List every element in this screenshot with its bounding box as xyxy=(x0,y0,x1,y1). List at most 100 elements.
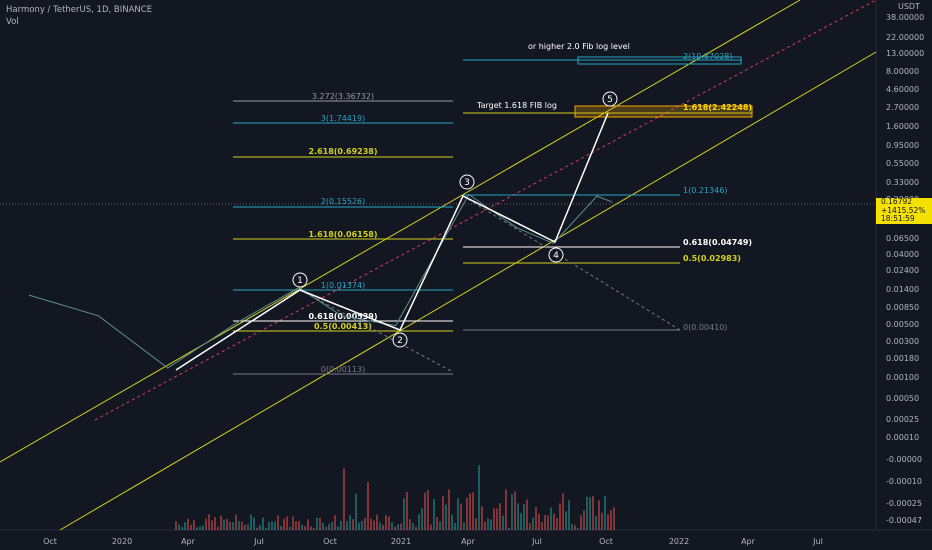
volume-bar xyxy=(544,514,546,530)
volume-bar xyxy=(376,514,378,530)
volume-bars-group xyxy=(175,465,615,530)
volume-bar xyxy=(460,503,462,530)
volume-bar xyxy=(583,510,585,530)
time-axis[interactable]: Oct 2020 Apr Jul Oct 2021 Apr Jul Oct 2022 Apr Jul xyxy=(43,537,823,546)
volume-bar xyxy=(283,518,285,530)
volume-bar xyxy=(607,514,609,530)
volume-bar xyxy=(274,521,276,530)
fib-label-1618: 1.618(0.06158) xyxy=(308,230,377,239)
volume-bar xyxy=(382,524,384,530)
price-axis[interactable]: 38.00000 22.00000 13.00000 8.00000 4.60000 2.… xyxy=(886,13,924,382)
volume-bar xyxy=(379,522,381,530)
volume-bar xyxy=(280,525,282,530)
volume-bar xyxy=(340,521,342,530)
volume-bar xyxy=(373,520,375,530)
volume-bar xyxy=(490,519,492,530)
volume-bar xyxy=(307,519,309,530)
fib-label-3: 3(1.74419) xyxy=(321,114,365,123)
volume-bar xyxy=(586,496,588,530)
volume-bar xyxy=(505,489,507,530)
wave-label-circle[interactable] xyxy=(548,247,564,263)
channel-mid-dashed-line[interactable] xyxy=(94,0,877,421)
elliott-wave-group[interactable]: 1 2 3 4 5 xyxy=(175,91,618,371)
wave-label-circle[interactable] xyxy=(602,91,618,107)
fib4-label-1618: 1.618(2.42248) xyxy=(683,103,752,112)
volume-bar xyxy=(238,521,240,530)
volume-bar xyxy=(346,521,348,530)
volume-bar xyxy=(499,503,501,530)
vol-label: Vol xyxy=(6,17,19,27)
wave-label-circle[interactable] xyxy=(292,272,308,288)
target-1618-box[interactable] xyxy=(574,105,753,118)
target-2-box[interactable] xyxy=(577,56,742,65)
time-tick-label: Apr xyxy=(741,537,756,546)
volume-bar xyxy=(442,496,444,530)
volume-bar xyxy=(322,522,324,530)
price-tick-label: 38.00000 xyxy=(886,13,924,22)
price-tick-label: 4.60000 xyxy=(886,85,919,94)
volume-bar xyxy=(550,507,552,530)
volume-bar xyxy=(457,498,459,530)
fib2-label-05: 0.5(0.00413) xyxy=(314,322,372,331)
wave-path[interactable] xyxy=(175,112,609,371)
volume-bar xyxy=(475,518,477,530)
volume-bar xyxy=(253,517,255,530)
price-line xyxy=(28,193,613,369)
price-tick-label: 8.00000 xyxy=(886,67,919,76)
volume-bar xyxy=(295,521,297,530)
wave-label-circle[interactable] xyxy=(392,332,408,348)
volume-bar xyxy=(331,521,333,530)
volume-bar xyxy=(262,517,264,530)
volume-axis[interactable]: 0.00050 0.00025 0.00010 -0.00000 -0.00010 -0.… xyxy=(886,394,922,525)
price-tick-label: 22.00000 xyxy=(886,33,924,42)
volume-bar xyxy=(358,522,360,530)
volume-bar xyxy=(202,525,204,530)
channel-upper-line[interactable] xyxy=(0,0,801,463)
volume-bar xyxy=(367,481,369,530)
fib4-label-2: 2(10.87028) xyxy=(683,52,733,61)
volume-bar xyxy=(562,493,564,530)
price-tick-label: 0.33000 xyxy=(886,178,919,187)
volume-bar xyxy=(526,499,528,530)
volume-bar xyxy=(370,518,372,530)
volume-bar xyxy=(424,492,426,530)
volume-bar xyxy=(478,465,480,530)
volume-bar xyxy=(361,520,363,530)
projection-dashed-1 xyxy=(299,289,454,373)
volume-bar xyxy=(565,511,567,530)
price-tick-label: 0.00300 xyxy=(886,337,919,346)
volume-bar xyxy=(265,527,267,530)
time-tick-label: Jul xyxy=(812,537,823,546)
volume-bar xyxy=(403,498,405,530)
channel-lower-line[interactable] xyxy=(59,51,877,531)
time-tick-label: Apr xyxy=(181,537,196,546)
volume-bar xyxy=(235,514,237,530)
fib2-label-1: 1(0.01374) xyxy=(321,281,365,290)
time-tick-label: Jul xyxy=(253,537,264,546)
price-tick-label: 0.02400 xyxy=(886,266,919,275)
volume-bar xyxy=(595,515,597,530)
volume-bar xyxy=(574,525,576,530)
wave-label-circle[interactable] xyxy=(459,174,475,190)
volume-bar xyxy=(472,492,474,530)
volume-bar xyxy=(481,506,483,530)
price-tick-label: 0.00500 xyxy=(886,320,919,329)
time-tick-label: Oct xyxy=(599,537,613,546)
volume-bar xyxy=(541,522,543,530)
volume-bar xyxy=(355,493,357,530)
fib2-label-0: 0(0.00113) xyxy=(321,365,365,374)
volume-bar xyxy=(436,516,438,530)
volume-bar xyxy=(217,526,219,530)
volume-bar xyxy=(556,517,558,530)
price-change-pct: +1415.52% xyxy=(881,205,926,215)
volume-bar xyxy=(184,522,186,530)
volume-bar xyxy=(433,499,435,530)
time-tick-label: 2022 xyxy=(669,537,689,546)
wave-label-text: 3 xyxy=(464,178,470,188)
volume-bar xyxy=(454,523,456,530)
volume-tick-label: -0.00047 xyxy=(886,516,922,525)
volume-bar xyxy=(421,508,423,530)
volume-bar xyxy=(298,521,300,530)
